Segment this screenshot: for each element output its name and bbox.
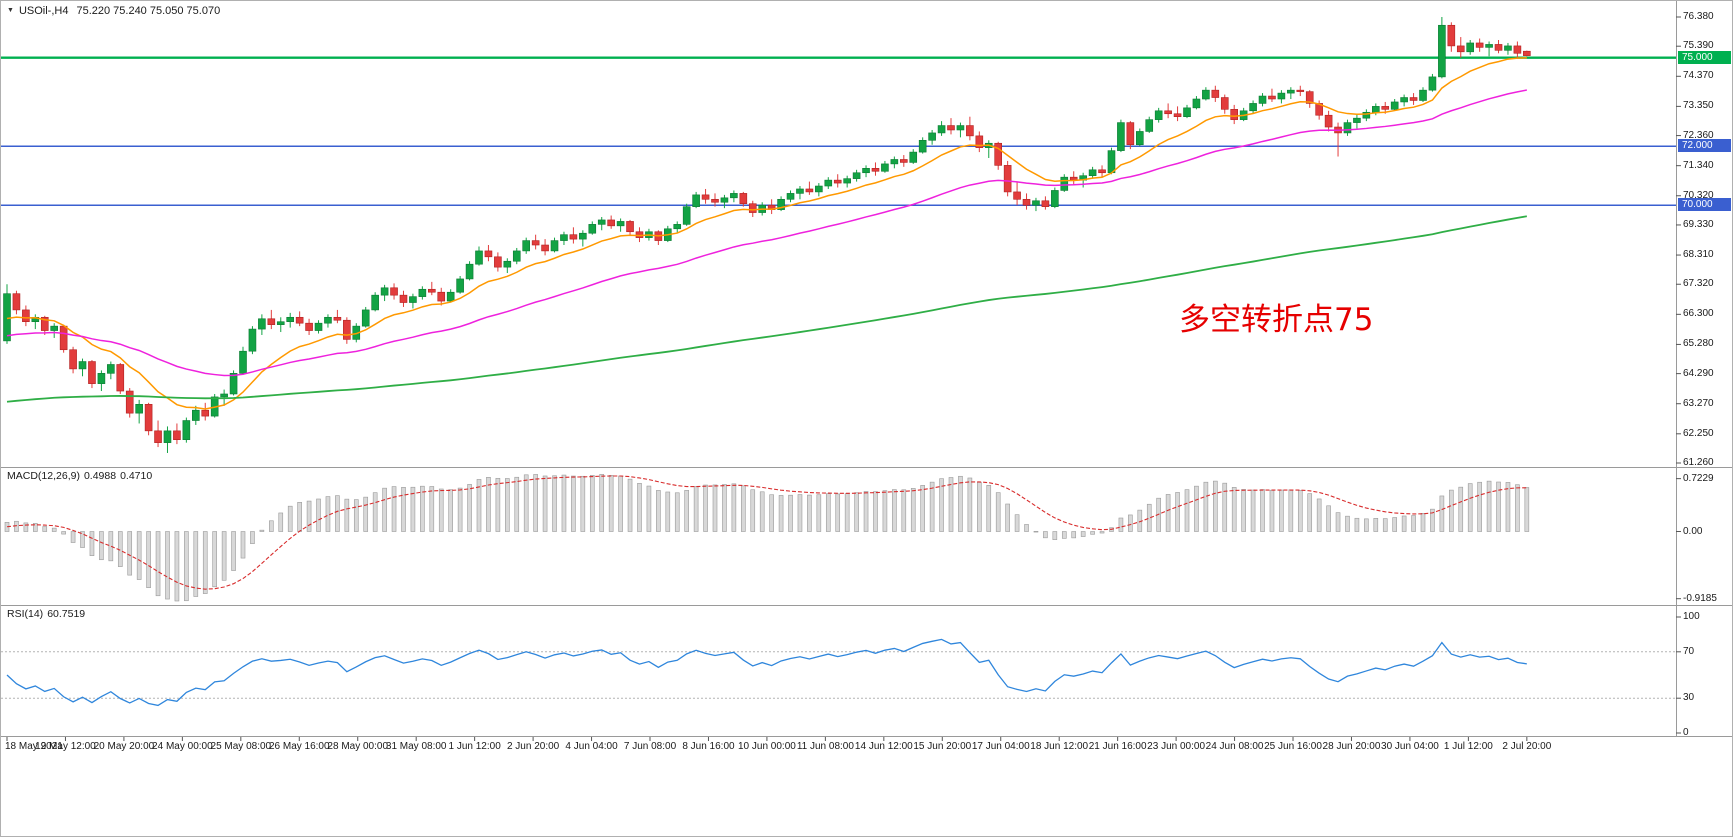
macd-name: MACD(12,26,9) xyxy=(7,470,80,482)
symbol-timeframe-label: USOil-,H4 xyxy=(18,5,69,17)
rsi-value: 60.7519 xyxy=(47,608,86,620)
rsi-indicator-label: RSI(14) 60.7519 xyxy=(7,608,89,620)
macd-signal-line xyxy=(6,475,1527,590)
panel-separators xyxy=(1,1,1732,737)
chart-title: ▼ USOil-,H4 75.220 75.240 75.050 75.070 xyxy=(7,5,220,17)
candles-layer xyxy=(3,17,1531,453)
rsi-levels xyxy=(1,651,1676,699)
expand-triangle-icon[interactable]: ▼ xyxy=(7,7,14,14)
rsi-name: RSI(14) xyxy=(7,608,44,620)
ohlc-values: 75.220 75.240 75.050 75.070 xyxy=(76,5,221,17)
macd-main-value: 0.4988 xyxy=(83,470,117,482)
rsi-line xyxy=(6,638,1527,707)
level-lines xyxy=(1,56,1676,206)
axis-ticks xyxy=(6,16,1681,741)
ma-slow-line xyxy=(6,215,1527,403)
annotation-text[interactable]: 多空转折点75 xyxy=(1179,302,1374,338)
ma-mid-line xyxy=(6,89,1527,377)
macd-signal-value: 0.4710 xyxy=(120,470,153,482)
macd-histogram xyxy=(4,474,1530,602)
ma-fast-line xyxy=(6,57,1527,410)
macd-indicator-label: MACD(12,26,9) 0.4988 0.4710 xyxy=(7,470,156,482)
